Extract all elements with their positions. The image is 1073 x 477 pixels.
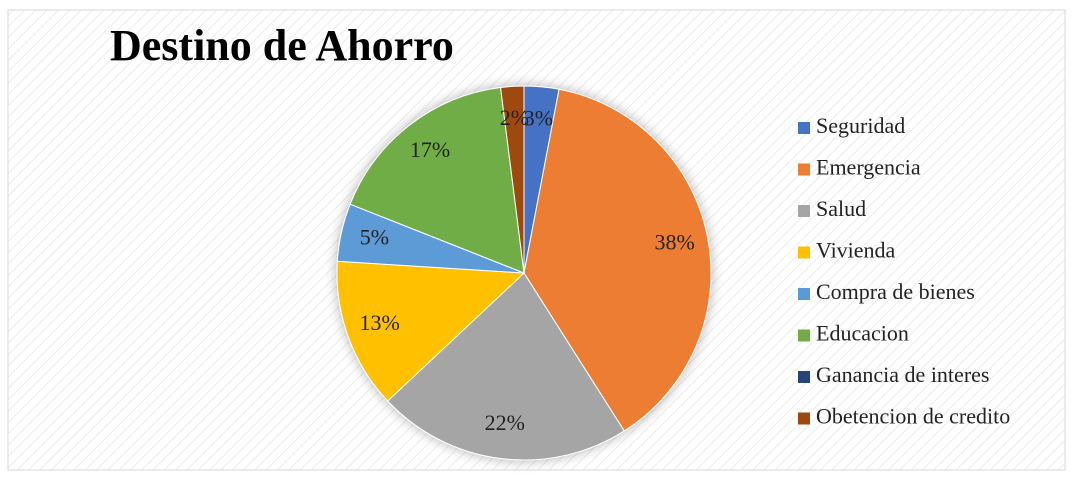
pie-slice (349, 86, 525, 274)
legend-label: Seguridad (816, 113, 905, 138)
chart-title: Destino de Ahorro (110, 21, 454, 70)
pie-slice (523, 88, 712, 432)
legend-label: Vivienda (816, 238, 896, 263)
legend-label: Educacion (816, 321, 909, 346)
data-label: 3% (524, 105, 553, 130)
legend-label: Ganancia de interes (816, 362, 989, 387)
legend-swatch (798, 371, 810, 383)
legend-swatch (798, 412, 810, 425)
data-label: 13% (360, 310, 400, 335)
legend-swatch (798, 122, 810, 134)
pie (336, 85, 712, 461)
data-label: 5% (360, 225, 389, 250)
data-label: 2% (500, 105, 529, 130)
pie-slice (500, 85, 525, 274)
legend-swatch (798, 329, 810, 342)
pie-slice (386, 272, 625, 461)
legend-label: Salud (816, 196, 866, 221)
data-label: 38% (654, 229, 694, 254)
legend-label: Compra de bienes (816, 279, 975, 304)
pie-slice (336, 260, 526, 402)
legend-label: Obetencion de credito (816, 404, 1010, 429)
legend-swatch (798, 163, 810, 176)
legend-swatch (798, 288, 810, 300)
legend-swatch (798, 246, 810, 259)
data-label: 17% (410, 137, 450, 162)
legend-swatch (798, 205, 810, 217)
data-label: 22% (485, 410, 525, 435)
legend-label: Emergencia (816, 155, 921, 180)
